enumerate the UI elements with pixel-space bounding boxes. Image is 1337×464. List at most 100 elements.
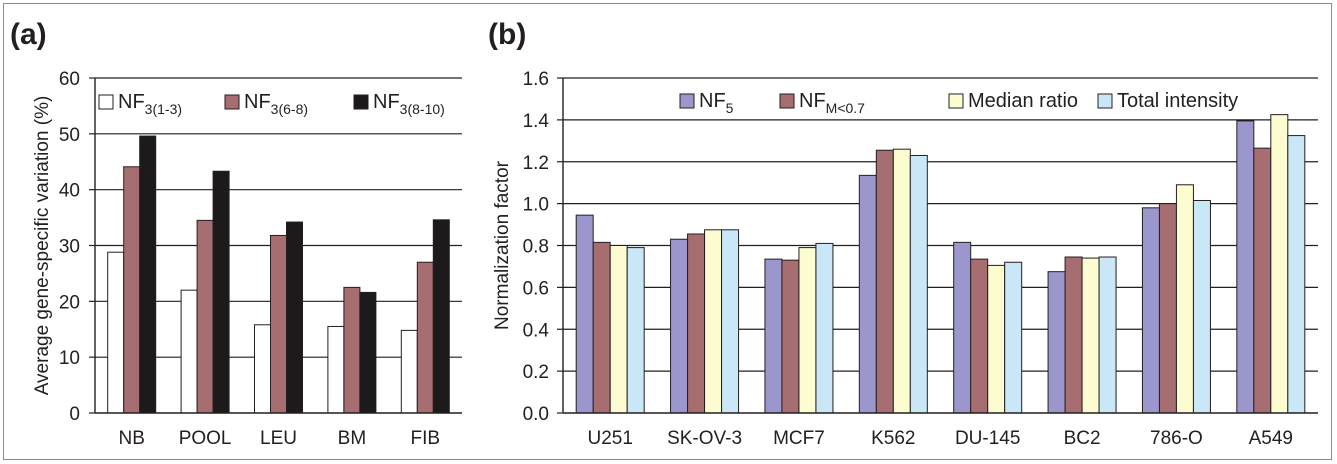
chart-panel-0: (a) 0 10 20 30 40 50 60 Average gene-specific va…: [10, 18, 462, 449]
bar: [781, 259, 800, 414]
legend-label: NF3(6-8): [244, 91, 308, 117]
y-axis-title: Average gene-specific variation (%): [32, 96, 53, 396]
bar: [575, 214, 594, 414]
x-tick-label: SK-OV-3: [667, 428, 742, 449]
bar: [270, 234, 287, 414]
y-tick-label: 20: [59, 292, 80, 313]
x-tick-label: U251: [587, 428, 632, 449]
bar: [1270, 114, 1289, 414]
y-axis-title: Normalization factor: [492, 160, 513, 330]
bar: [1192, 199, 1211, 414]
bar: [1175, 184, 1194, 414]
x-tick-label: 786-O: [1150, 428, 1203, 449]
y-tick-label: 0.8: [523, 237, 549, 258]
panel-label: (a): [10, 18, 47, 51]
legend-swatch: [948, 93, 964, 109]
bar: [254, 324, 271, 414]
bar: [416, 261, 434, 414]
chart-panel-1: (b) 0.0 0.2 0.4 0.6 0.8 1.0 1.2 1.4 1.6 Normalizat…: [488, 18, 1318, 449]
figure-frame: [3, 3, 1332, 460]
bar: [139, 135, 157, 414]
bar: [1141, 207, 1160, 414]
y-tick-label: 40: [59, 181, 80, 202]
bar: [327, 325, 345, 414]
y-tick-label: 10: [59, 348, 80, 369]
bar: [123, 166, 141, 414]
bar: [1004, 261, 1023, 414]
y-tick-label: 1.0: [523, 195, 549, 216]
y-tick-label: 50: [59, 125, 80, 146]
y-tick-label: 60: [59, 69, 80, 90]
bar: [1158, 203, 1177, 414]
y-tick-label: 0: [69, 404, 80, 425]
bar: [592, 241, 611, 414]
bar: [875, 149, 894, 414]
bar: [343, 286, 361, 414]
legend-swatch: [779, 93, 795, 109]
bar: [764, 258, 783, 414]
legend-swatch: [679, 93, 695, 109]
bar: [687, 233, 706, 414]
x-tick-label: K562: [871, 428, 915, 449]
x-tick-label: NB: [118, 428, 144, 449]
y-tick-label: 0.6: [523, 278, 549, 299]
bar: [400, 329, 418, 414]
legend-label: NF5: [699, 90, 734, 116]
bar: [721, 229, 740, 414]
legend-label: Total intensity: [1117, 90, 1238, 112]
bar: [987, 264, 1006, 414]
y-tick-label: 0.4: [523, 320, 550, 341]
y-tick-label: 1.4: [523, 111, 550, 132]
bar: [858, 174, 877, 414]
legend-label: NF3(1-3): [118, 91, 182, 117]
bar: [1098, 256, 1117, 414]
bar: [107, 251, 125, 414]
y-tick-label: 30: [59, 237, 80, 258]
bar: [970, 258, 989, 414]
bar: [432, 219, 450, 414]
bar: [1064, 256, 1083, 414]
y-tick-label: 0.2: [523, 362, 549, 383]
bar: [815, 242, 834, 414]
bar: [953, 241, 972, 414]
bar: [670, 238, 689, 414]
x-tick-label: BM: [338, 428, 367, 449]
x-tick-label: A549: [1249, 428, 1293, 449]
legend: NF5 NFM<0.7 Median ratio Total intensity: [679, 90, 1238, 116]
y-tick-label: 1.6: [523, 69, 549, 90]
bar: [798, 247, 817, 414]
bar: [909, 154, 928, 414]
panel-label: (b): [488, 18, 526, 51]
bar: [1236, 120, 1255, 414]
bar: [196, 219, 214, 414]
x-tick-label: DU-145: [955, 428, 1020, 449]
legend-swatch: [353, 94, 369, 110]
legend-label: NFM<0.7: [799, 90, 865, 116]
legend: NF3(1-3) NF3(6-8) NF3(8-10): [98, 91, 445, 117]
x-tick-label: BC2: [1064, 428, 1101, 449]
bar: [212, 170, 230, 414]
x-tick-label: MCF7: [773, 428, 825, 449]
bar: [1081, 257, 1100, 414]
bar: [1047, 271, 1066, 414]
bar: [1287, 135, 1306, 414]
legend-label: NF3(8-10): [373, 91, 445, 117]
bar: [626, 247, 645, 414]
legend-label: Median ratio: [968, 90, 1078, 112]
bar: [286, 221, 303, 414]
bar: [359, 291, 377, 414]
bar: [892, 148, 911, 414]
x-tick-label: FIB: [411, 428, 441, 449]
x-tick-label: POOL: [179, 428, 232, 449]
bar: [180, 289, 198, 414]
legend-swatch: [1097, 93, 1113, 109]
bar: [704, 229, 723, 414]
bar: [609, 245, 628, 414]
x-tick-label: LEU: [260, 428, 297, 449]
legend-swatch: [98, 94, 114, 110]
y-tick-label: 0.0: [523, 404, 549, 425]
y-tick-label: 1.2: [523, 153, 549, 174]
bar: [1253, 147, 1272, 414]
